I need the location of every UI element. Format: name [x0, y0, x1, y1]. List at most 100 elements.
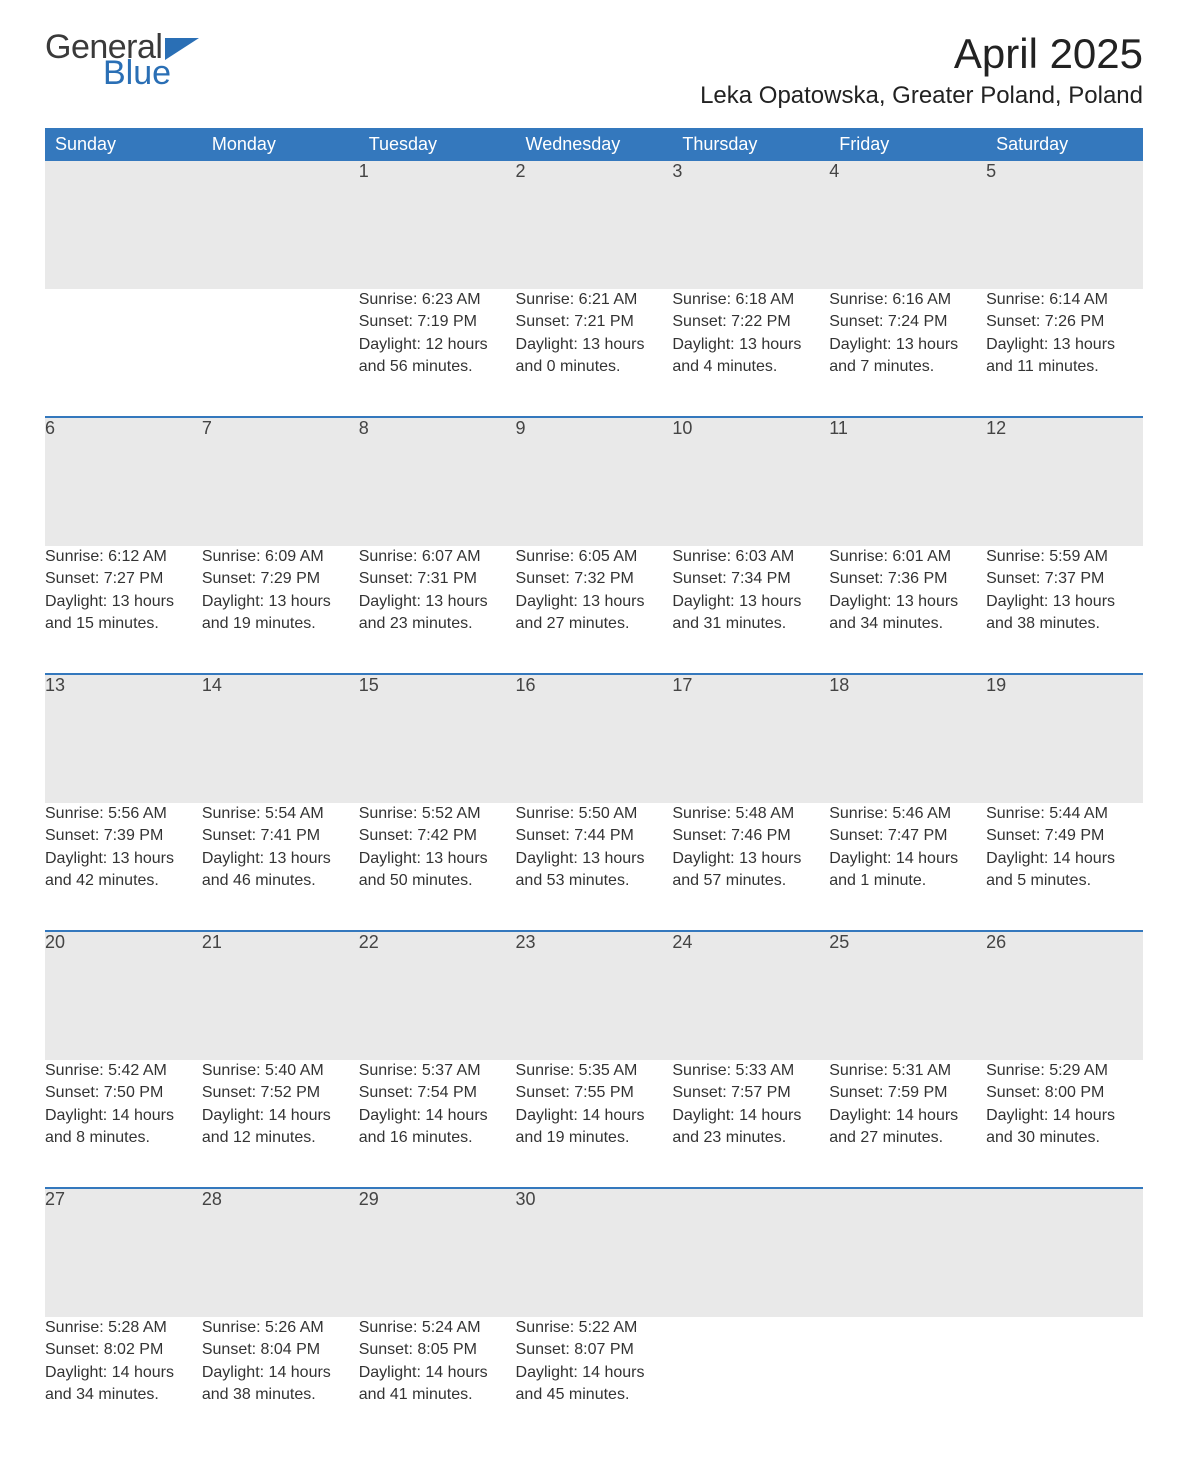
day-number: 6	[45, 418, 202, 546]
day-cell: Sunrise: 5:31 AMSunset: 7:59 PMDaylight:…	[829, 1060, 986, 1188]
day-line: Sunrise: 6:21 AM	[516, 289, 673, 311]
day-header: Saturday	[986, 128, 1143, 161]
day-line: Sunset: 7:21 PM	[516, 311, 673, 333]
day-line: Sunrise: 5:56 AM	[45, 803, 202, 825]
day-data-row: Sunrise: 6:12 AMSunset: 7:27 PMDaylight:…	[45, 546, 1143, 674]
day-line: and 53 minutes.	[516, 870, 673, 892]
day-line: Sunset: 7:29 PM	[202, 568, 359, 590]
day-line: Daylight: 14 hours	[829, 1105, 986, 1127]
day-number: 27	[45, 1189, 202, 1317]
day-cell: Sunrise: 5:46 AMSunset: 7:47 PMDaylight:…	[829, 803, 986, 931]
day-line: and 11 minutes.	[986, 356, 1143, 378]
day-header-row: Sunday Monday Tuesday Wednesday Thursday…	[45, 128, 1143, 161]
day-cell: Sunrise: 5:26 AMSunset: 8:04 PMDaylight:…	[202, 1317, 359, 1445]
day-line: and 23 minutes.	[672, 1127, 829, 1149]
day-line: Sunrise: 5:33 AM	[672, 1060, 829, 1082]
day-cell: Sunrise: 5:44 AMSunset: 7:49 PMDaylight:…	[986, 803, 1143, 931]
day-line: Sunset: 7:59 PM	[829, 1082, 986, 1104]
day-line: Sunrise: 5:40 AM	[202, 1060, 359, 1082]
day-cell: Sunrise: 5:52 AMSunset: 7:42 PMDaylight:…	[359, 803, 516, 931]
day-line: and 16 minutes.	[359, 1127, 516, 1149]
day-cell: Sunrise: 6:03 AMSunset: 7:34 PMDaylight:…	[672, 546, 829, 674]
day-line: and 12 minutes.	[202, 1127, 359, 1149]
day-line: Daylight: 13 hours	[45, 848, 202, 870]
day-line: and 0 minutes.	[516, 356, 673, 378]
calendar-table: Sunday Monday Tuesday Wednesday Thursday…	[45, 128, 1143, 1445]
day-line: Sunrise: 5:24 AM	[359, 1317, 516, 1339]
day-line: Daylight: 13 hours	[672, 848, 829, 870]
day-number: 13	[45, 675, 202, 803]
day-number	[672, 1189, 829, 1317]
day-line: Daylight: 14 hours	[202, 1362, 359, 1384]
day-number: 21	[202, 932, 359, 1060]
day-line: and 42 minutes.	[45, 870, 202, 892]
day-line: Sunset: 7:57 PM	[672, 1082, 829, 1104]
day-line: Sunset: 7:22 PM	[672, 311, 829, 333]
day-number: 11	[829, 418, 986, 546]
day-number: 16	[516, 675, 673, 803]
day-line: Sunrise: 6:07 AM	[359, 546, 516, 568]
day-header: Tuesday	[359, 128, 516, 161]
day-line: Sunset: 7:41 PM	[202, 825, 359, 847]
day-number: 3	[672, 161, 829, 289]
day-line: Sunset: 8:05 PM	[359, 1339, 516, 1361]
day-line: and 50 minutes.	[359, 870, 516, 892]
daynum-row: 13141516171819	[45, 675, 1143, 803]
day-line: Sunset: 8:07 PM	[516, 1339, 673, 1361]
day-number: 19	[986, 675, 1143, 803]
day-line: and 19 minutes.	[202, 613, 359, 635]
daynum-row: 12345	[45, 161, 1143, 289]
day-cell: Sunrise: 5:42 AMSunset: 7:50 PMDaylight:…	[45, 1060, 202, 1188]
day-line: Sunrise: 6:14 AM	[986, 289, 1143, 311]
day-line: Sunrise: 5:59 AM	[986, 546, 1143, 568]
day-data-row: Sunrise: 5:28 AMSunset: 8:02 PMDaylight:…	[45, 1317, 1143, 1445]
day-line: Sunset: 7:31 PM	[359, 568, 516, 590]
day-number: 17	[672, 675, 829, 803]
day-cell: Sunrise: 6:05 AMSunset: 7:32 PMDaylight:…	[516, 546, 673, 674]
day-line: Sunrise: 5:50 AM	[516, 803, 673, 825]
day-number: 20	[45, 932, 202, 1060]
day-line: and 7 minutes.	[829, 356, 986, 378]
day-line: Daylight: 13 hours	[516, 848, 673, 870]
day-number: 9	[516, 418, 673, 546]
day-line: Sunset: 7:46 PM	[672, 825, 829, 847]
day-number	[202, 161, 359, 289]
day-number: 4	[829, 161, 986, 289]
day-line: and 41 minutes.	[359, 1384, 516, 1406]
day-line: and 27 minutes.	[516, 613, 673, 635]
day-cell: Sunrise: 5:29 AMSunset: 8:00 PMDaylight:…	[986, 1060, 1143, 1188]
day-line: Daylight: 13 hours	[829, 334, 986, 356]
day-line: and 46 minutes.	[202, 870, 359, 892]
day-line: Sunrise: 5:31 AM	[829, 1060, 986, 1082]
header: General Blue April 2025 Leka Opatowska, …	[45, 30, 1143, 120]
day-number: 26	[986, 932, 1143, 1060]
day-cell: Sunrise: 5:28 AMSunset: 8:02 PMDaylight:…	[45, 1317, 202, 1445]
day-line: Sunset: 7:37 PM	[986, 568, 1143, 590]
day-line: and 34 minutes.	[45, 1384, 202, 1406]
day-line: Sunrise: 6:12 AM	[45, 546, 202, 568]
day-line: and 8 minutes.	[45, 1127, 202, 1149]
day-line: Daylight: 13 hours	[829, 591, 986, 613]
daynum-row: 20212223242526	[45, 932, 1143, 1060]
day-line: Sunrise: 5:29 AM	[986, 1060, 1143, 1082]
day-data-row: Sunrise: 6:23 AMSunset: 7:19 PMDaylight:…	[45, 289, 1143, 417]
day-cell: Sunrise: 5:24 AMSunset: 8:05 PMDaylight:…	[359, 1317, 516, 1445]
day-line: Daylight: 14 hours	[516, 1105, 673, 1127]
day-line: Daylight: 14 hours	[45, 1362, 202, 1384]
day-line: Sunset: 7:19 PM	[359, 311, 516, 333]
day-line: Sunset: 7:36 PM	[829, 568, 986, 590]
day-cell: Sunrise: 6:14 AMSunset: 7:26 PMDaylight:…	[986, 289, 1143, 417]
day-cell	[986, 1317, 1143, 1445]
day-line: Daylight: 13 hours	[672, 591, 829, 613]
day-line: Daylight: 14 hours	[45, 1105, 202, 1127]
day-line: and 56 minutes.	[359, 356, 516, 378]
day-line: Daylight: 13 hours	[359, 591, 516, 613]
day-line: and 57 minutes.	[672, 870, 829, 892]
logo-text-blue: Blue	[103, 56, 199, 90]
day-line: Sunrise: 6:16 AM	[829, 289, 986, 311]
day-line: and 19 minutes.	[516, 1127, 673, 1149]
day-line: Daylight: 13 hours	[516, 591, 673, 613]
day-cell: Sunrise: 5:54 AMSunset: 7:41 PMDaylight:…	[202, 803, 359, 931]
day-line: Sunset: 7:32 PM	[516, 568, 673, 590]
day-number: 14	[202, 675, 359, 803]
